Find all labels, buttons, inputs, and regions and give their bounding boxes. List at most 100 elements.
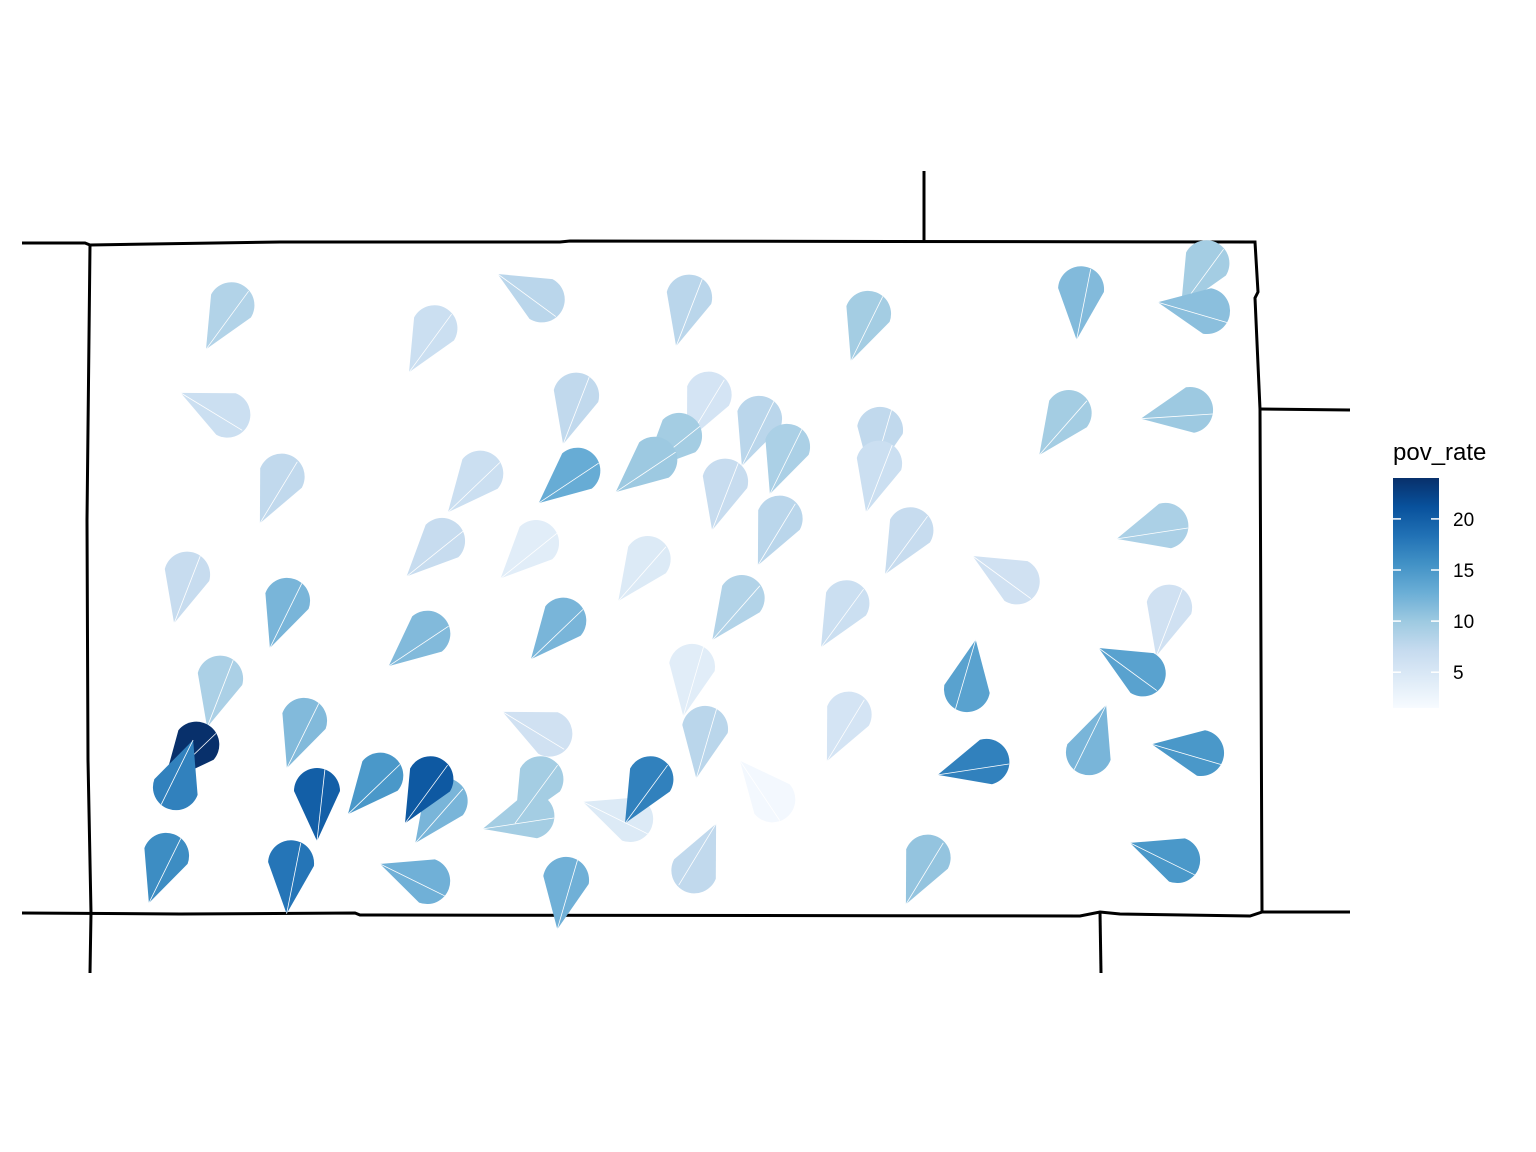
marker-shape: [530, 597, 587, 660]
location-marker: [514, 756, 564, 824]
marker-shape: [406, 517, 466, 577]
location-marker: [1157, 288, 1231, 335]
marker-shape: [666, 274, 713, 347]
marker-divider: [884, 515, 928, 575]
legend-ticks: 5 10 15 20: [1393, 510, 1474, 684]
marker-shape: [1151, 730, 1225, 777]
location-marker: [846, 290, 892, 362]
marker-shape: [943, 639, 990, 713]
legend-colorbar: [1393, 478, 1439, 708]
location-marker: [388, 610, 451, 667]
location-marker: [205, 282, 255, 350]
marker-shape: [347, 752, 404, 815]
marker-shape: [1146, 584, 1193, 657]
marker-shape: [1157, 288, 1231, 335]
county-line-south: [1098, 911, 1103, 974]
marker-divider: [482, 817, 554, 830]
location-marker: [180, 392, 251, 438]
marker-shape: [265, 577, 311, 648]
marker-shape: [152, 740, 198, 811]
marker-shape: [502, 711, 573, 757]
marker-divider: [905, 842, 944, 905]
marker-divider: [1155, 589, 1183, 657]
marker-divider: [741, 401, 775, 467]
location-marker: [500, 519, 560, 579]
location-marker: [404, 756, 454, 824]
marker-divider: [408, 313, 452, 373]
marker-divider: [316, 769, 326, 842]
location-marker: [502, 711, 573, 757]
location-marker: [379, 859, 451, 905]
marker-shape: [712, 575, 765, 640]
location-marker: [972, 555, 1040, 605]
location-marker: [265, 577, 311, 649]
marker-divider: [1140, 413, 1213, 420]
marker-shape: [1116, 502, 1189, 549]
marker-divider: [502, 711, 565, 750]
marker-shape: [1140, 386, 1214, 433]
location-marker: [1098, 647, 1166, 697]
marker-divider: [937, 763, 1009, 776]
location-marker: [702, 458, 749, 531]
location-marker: [543, 856, 590, 930]
location-marker: [826, 691, 872, 762]
marker-divider: [388, 625, 449, 667]
marker-divider: [739, 760, 781, 821]
marker-divider: [556, 859, 578, 930]
location-marker: [737, 395, 783, 467]
marker-shape: [739, 760, 796, 823]
marker-divider: [180, 392, 243, 431]
location-marker: [538, 447, 601, 504]
county-line-west: [85, 244, 93, 974]
location-marker: [497, 273, 565, 323]
marker-divider: [160, 739, 194, 805]
marker-shape: [282, 697, 328, 768]
location-marker: [624, 756, 674, 824]
marker-divider: [955, 639, 977, 710]
legend-tick-label: 20: [1453, 510, 1474, 531]
legend-title: pov_rate: [1393, 439, 1486, 466]
marker-shape: [846, 290, 892, 361]
marker-divider: [1073, 704, 1107, 770]
marker-shape: [682, 705, 729, 779]
location-marker: [282, 697, 328, 769]
marker-shape: [826, 691, 872, 762]
location-marker: [553, 372, 600, 445]
marker-shape: [618, 536, 671, 601]
marker-shape: [268, 840, 315, 914]
marker-divider: [205, 290, 249, 350]
location-marker: [347, 752, 404, 815]
marker-divider: [826, 699, 865, 762]
marker-shape: [905, 834, 951, 905]
marker-divider: [850, 296, 884, 362]
marker-divider: [379, 863, 445, 897]
marker-divider: [173, 556, 201, 624]
location-marker: [408, 305, 458, 373]
marker-divider: [148, 838, 182, 904]
location-marker: [530, 597, 587, 660]
marker-shape: [856, 440, 903, 513]
location-marker: [1116, 502, 1189, 549]
legend-tick-label: 5: [1453, 663, 1464, 684]
marker-divider: [695, 708, 717, 779]
marker-divider: [406, 530, 464, 577]
marker-divider: [562, 377, 590, 445]
marker-shape: [294, 768, 340, 841]
marker-divider: [1129, 842, 1195, 876]
location-marker: [268, 840, 315, 914]
marker-divider: [582, 801, 648, 835]
marker-shape: [669, 643, 716, 717]
marker-shape: [765, 423, 811, 494]
marker-divider: [497, 273, 557, 317]
location-marker: [884, 507, 934, 575]
marker-divider: [538, 462, 599, 504]
marker-shape: [671, 823, 717, 894]
location-marker: [617, 536, 671, 602]
location-marker: [615, 436, 678, 493]
location-marker: [739, 760, 796, 823]
marker-divider: [1157, 301, 1228, 323]
location-marker: [152, 739, 198, 811]
location-marker: [259, 453, 305, 524]
marker-divider: [404, 764, 448, 824]
marker-divider: [865, 445, 893, 513]
